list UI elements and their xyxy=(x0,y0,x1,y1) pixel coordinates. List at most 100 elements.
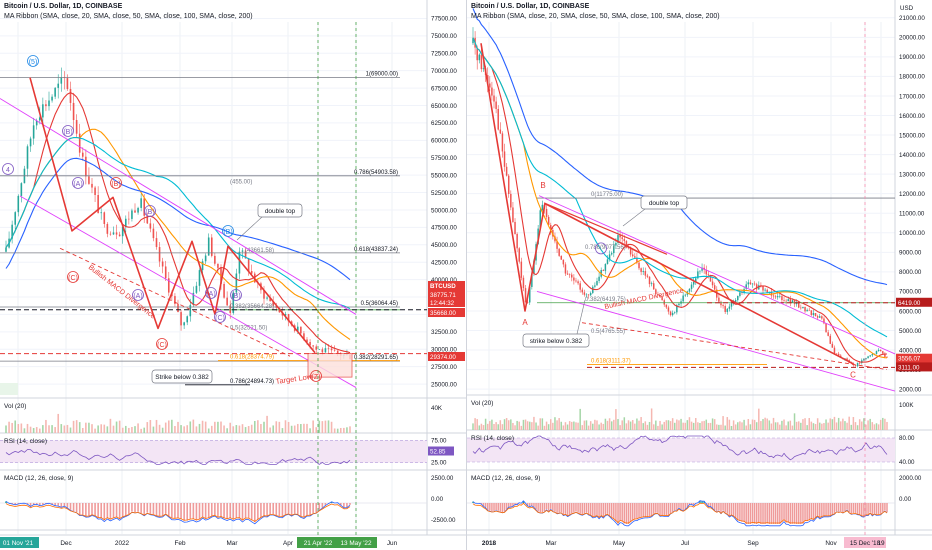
volume-bar xyxy=(260,424,262,433)
left-chart-canvas[interactable]: 77500.00 75000.00 72500.00 70000.00 67500.00… xyxy=(0,0,466,550)
macd-histogram-bar xyxy=(680,503,682,510)
macd-histogram-bar xyxy=(541,503,544,513)
candle-body xyxy=(60,77,63,84)
macd-signal-line xyxy=(472,502,888,524)
macd-histogram-bar xyxy=(726,503,729,514)
wave-label-circle xyxy=(222,225,234,237)
macd-histogram-bar xyxy=(528,503,531,507)
macd-histogram-bar xyxy=(833,503,836,514)
volume-bar xyxy=(762,419,764,430)
volume-bar xyxy=(547,424,550,430)
macd-histogram-bar xyxy=(886,503,888,513)
volume-bar xyxy=(20,423,23,433)
macd-histogram-bar xyxy=(339,503,342,506)
macd-histogram-bar xyxy=(671,503,674,512)
volume-bar xyxy=(512,422,514,430)
volume-bar xyxy=(94,428,96,433)
candle-body xyxy=(869,355,871,357)
price-tag-box xyxy=(428,308,465,317)
candle-body xyxy=(755,284,758,290)
volume-bar xyxy=(613,419,615,430)
volume-bar xyxy=(734,424,737,430)
elliott-wave-path xyxy=(480,43,854,365)
macd-histogram-bar xyxy=(140,503,142,513)
candle-body xyxy=(29,138,32,147)
left-chart-panel[interactable]: 77500.00 75000.00 72500.00 70000.00 67500.00… xyxy=(0,0,466,550)
macd-histogram-bar xyxy=(699,500,701,503)
volume-bar xyxy=(226,428,228,433)
volume-bar xyxy=(23,428,26,433)
macd-histogram-bar xyxy=(821,503,823,517)
volume-bar xyxy=(619,425,621,430)
wave-label: (C) xyxy=(215,315,225,322)
macd-histogram-bar xyxy=(489,503,491,511)
volume-bar xyxy=(873,424,876,430)
time-axis-label: Jul xyxy=(681,540,689,547)
macd-histogram-bar xyxy=(867,503,869,515)
candle-body xyxy=(158,247,161,262)
candle-body xyxy=(330,348,333,351)
candle-body xyxy=(636,257,638,263)
volume-bar xyxy=(201,420,204,433)
macd-histogram-bar xyxy=(650,503,653,516)
macd-histogram-bar xyxy=(707,503,710,507)
macd-histogram-bar xyxy=(682,503,684,511)
volume-bar xyxy=(840,421,842,430)
time-axis-tag xyxy=(844,537,886,548)
candle-body xyxy=(324,348,327,353)
rsi-value-label: 52.85 xyxy=(430,449,446,456)
right-chart-canvas[interactable]: 21000.00 20000.00 19000.00 18000.00 17000.00… xyxy=(467,0,932,550)
macd-histogram-bar xyxy=(45,503,47,504)
candle-body xyxy=(587,294,590,296)
macd-histogram-bar xyxy=(257,503,259,520)
candle-body xyxy=(522,277,525,289)
fib-extension-label: 0.786(24894.73) xyxy=(230,379,274,385)
price-axis-tick: 9000.00 xyxy=(899,250,922,257)
candle-body xyxy=(879,349,882,352)
candle-body xyxy=(789,299,792,303)
left-symbol-title: Bitcoin / U.S. Dollar, 1D, COINBASE xyxy=(4,3,123,10)
volume-bar xyxy=(755,422,758,430)
macd-histogram-bar xyxy=(201,503,204,517)
volume-bar xyxy=(705,419,708,430)
macd-histogram-bar xyxy=(652,503,655,514)
candle-body xyxy=(309,342,311,346)
fib-level-label: 0.618(43837.24) xyxy=(354,247,398,253)
time-axis-label: 2022 xyxy=(115,540,130,547)
right-chart-panel[interactable]: 21000.00 20000.00 19000.00 18000.00 17000.00… xyxy=(466,0,932,550)
wave-label-circle xyxy=(310,370,322,382)
volume-bar xyxy=(571,421,573,430)
macd-histogram-bar xyxy=(781,503,783,523)
macd-histogram-bar xyxy=(613,503,615,520)
volume-bar xyxy=(562,425,565,430)
macd-histogram-bar xyxy=(296,503,299,514)
macd-histogram-bar xyxy=(514,503,516,505)
macd-histogram-bar xyxy=(709,503,712,507)
volume-bar xyxy=(776,422,779,430)
volume-bar xyxy=(321,421,324,433)
rsi-axis-tick-upper: 75.00 xyxy=(431,437,447,444)
candle-body xyxy=(827,332,829,336)
volume-bar xyxy=(642,423,644,430)
macd-histogram-bar xyxy=(840,503,842,512)
wave-label-circle xyxy=(110,177,122,189)
candle-body xyxy=(875,351,878,354)
price-axis-tick: 10000.00 xyxy=(899,230,925,237)
wave-label-circle xyxy=(230,289,242,301)
macd-histogram-bar xyxy=(592,503,594,517)
macd-histogram-bar xyxy=(806,503,808,522)
macd-histogram-bar xyxy=(94,503,96,516)
macd-histogram-bar xyxy=(118,503,121,519)
elliott-wave-path xyxy=(29,77,316,354)
volume-bar xyxy=(829,418,832,430)
macd-histogram-bar xyxy=(884,503,886,511)
price-axis-tick: 65000.00 xyxy=(431,103,457,110)
macd-histogram-bar xyxy=(63,503,66,506)
wave-label: (B) xyxy=(111,181,120,188)
candle-body xyxy=(226,297,228,306)
macd-histogram-bar xyxy=(54,503,56,506)
volume-bar xyxy=(514,425,516,430)
candle-body xyxy=(94,187,96,196)
volume-bar xyxy=(726,417,729,430)
volume-bar xyxy=(507,420,510,430)
